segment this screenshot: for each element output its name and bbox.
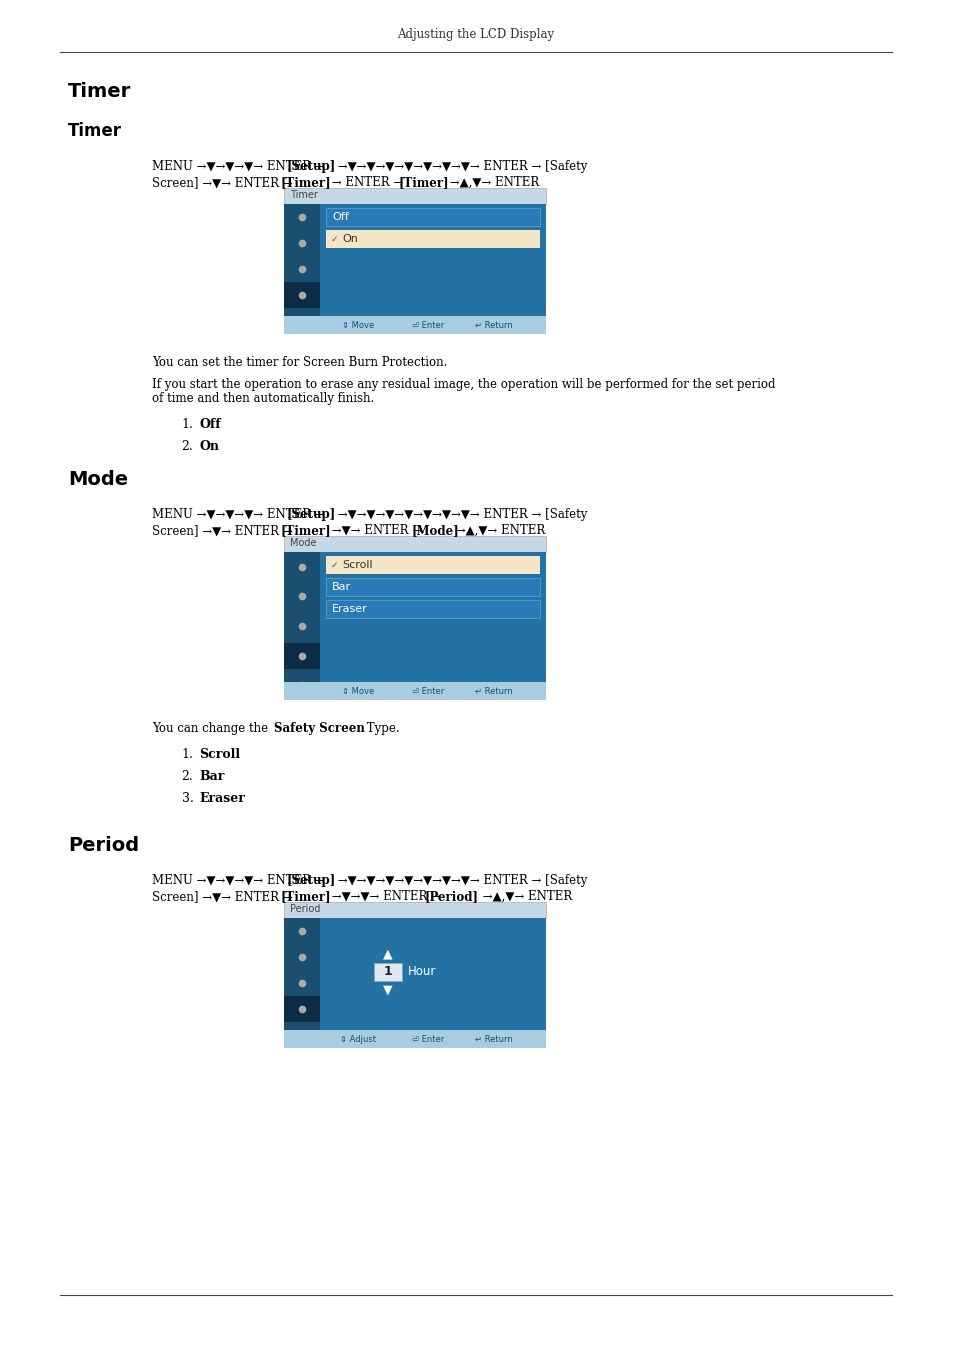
Text: Adjusting the LCD Display: Adjusting the LCD Display: [397, 28, 554, 40]
Text: [Timer]: [Timer]: [398, 176, 449, 189]
Text: Mode: Mode: [68, 470, 128, 489]
Text: →▼→ ENTER →: →▼→ ENTER →: [328, 524, 425, 537]
FancyBboxPatch shape: [326, 230, 539, 248]
Text: Timer: Timer: [68, 122, 122, 140]
Text: If you start the operation to erase any residual image, the operation will be pe: If you start the operation to erase any …: [152, 378, 775, 392]
Text: Scroll: Scroll: [199, 748, 240, 761]
Text: Hour: Hour: [408, 965, 436, 979]
FancyBboxPatch shape: [284, 188, 545, 204]
Text: You can set the timer for Screen Burn Protection.: You can set the timer for Screen Burn Pr…: [152, 356, 447, 369]
Text: Bar: Bar: [332, 582, 351, 593]
Text: [Timer]: [Timer]: [280, 176, 331, 189]
Text: [Setup]: [Setup]: [286, 161, 335, 173]
Text: Bar: Bar: [199, 769, 225, 783]
Text: Safety Screen: Safety Screen: [274, 722, 364, 734]
Text: →▲,▼→ ENTER: →▲,▼→ ENTER: [446, 176, 539, 189]
Text: →▼→▼→▼→▼→▼→▼→▼→ ENTER → [Safety: →▼→▼→▼→▼→▼→▼→▼→ ENTER → [Safety: [334, 508, 587, 521]
Text: ⇕ Adjust: ⇕ Adjust: [339, 1034, 375, 1044]
Text: 2.: 2.: [181, 440, 193, 454]
Text: ⏎ Enter: ⏎ Enter: [412, 320, 444, 329]
FancyBboxPatch shape: [284, 682, 545, 701]
Text: You can change the: You can change the: [152, 722, 272, 734]
Text: [Timer]: [Timer]: [280, 524, 331, 537]
Text: On: On: [199, 440, 219, 454]
FancyBboxPatch shape: [320, 204, 545, 333]
Text: ↵ Return: ↵ Return: [475, 1034, 512, 1044]
Text: Mode: Mode: [290, 539, 316, 548]
Text: Screen] →▼→ ENTER →: Screen] →▼→ ENTER →: [152, 176, 295, 189]
FancyBboxPatch shape: [320, 918, 545, 1048]
Text: MENU →▼→▼→▼→ ENTER →: MENU →▼→▼→▼→ ENTER →: [152, 161, 328, 173]
Text: Type.: Type.: [362, 722, 398, 734]
Text: ⏎ Enter: ⏎ Enter: [412, 687, 444, 695]
Text: 2.: 2.: [181, 769, 193, 783]
FancyBboxPatch shape: [284, 996, 320, 1022]
Text: Scroll: Scroll: [342, 560, 373, 570]
Text: Timer: Timer: [68, 82, 131, 101]
Text: →▲,▼→ ENTER: →▲,▼→ ENTER: [478, 890, 572, 903]
Text: [Period]: [Period]: [424, 890, 477, 903]
Text: [Setup]: [Setup]: [286, 873, 335, 887]
Text: MENU →▼→▼→▼→ ENTER →: MENU →▼→▼→▼→ ENTER →: [152, 508, 328, 521]
Text: [Setup]: [Setup]: [286, 508, 335, 521]
Text: →▲,▼→ ENTER: →▲,▼→ ENTER: [452, 524, 545, 537]
FancyBboxPatch shape: [284, 1030, 545, 1048]
Text: ⏎ Enter: ⏎ Enter: [412, 1034, 444, 1044]
FancyBboxPatch shape: [326, 578, 539, 595]
Text: Eraser: Eraser: [332, 603, 368, 614]
FancyBboxPatch shape: [284, 918, 320, 1048]
FancyBboxPatch shape: [284, 902, 545, 918]
Text: [Mode]: [Mode]: [411, 524, 458, 537]
Text: ✓: ✓: [330, 235, 337, 243]
Text: Off: Off: [199, 418, 221, 431]
FancyBboxPatch shape: [284, 536, 545, 552]
Text: 3.: 3.: [181, 792, 193, 805]
Text: Period: Period: [290, 904, 320, 914]
Text: [Timer]: [Timer]: [280, 890, 331, 903]
FancyBboxPatch shape: [284, 316, 545, 333]
Text: of time and then automatically finish.: of time and then automatically finish.: [152, 392, 374, 405]
FancyBboxPatch shape: [284, 282, 320, 308]
FancyBboxPatch shape: [326, 208, 539, 225]
FancyBboxPatch shape: [326, 599, 539, 618]
Text: ↵ Return: ↵ Return: [475, 320, 512, 329]
FancyBboxPatch shape: [326, 556, 539, 574]
FancyBboxPatch shape: [374, 963, 401, 980]
FancyBboxPatch shape: [284, 552, 320, 701]
Text: ▲: ▲: [383, 948, 393, 960]
FancyBboxPatch shape: [284, 204, 320, 333]
Text: ↵ Return: ↵ Return: [475, 687, 512, 695]
Text: ✓: ✓: [330, 560, 337, 570]
Text: →▼→▼→ ENTER →: →▼→▼→ ENTER →: [328, 890, 444, 903]
Text: 1: 1: [383, 965, 392, 979]
Text: Eraser: Eraser: [199, 792, 245, 805]
Text: Screen] →▼→ ENTER →: Screen] →▼→ ENTER →: [152, 524, 295, 537]
Text: → ENTER →: → ENTER →: [328, 176, 407, 189]
Text: ⇕ Move: ⇕ Move: [341, 320, 374, 329]
Text: ⇕ Move: ⇕ Move: [341, 687, 374, 695]
FancyBboxPatch shape: [284, 643, 320, 668]
Text: →▼→▼→▼→▼→▼→▼→▼→ ENTER → [Safety: →▼→▼→▼→▼→▼→▼→▼→ ENTER → [Safety: [334, 161, 587, 173]
Text: MENU →▼→▼→▼→ ENTER →: MENU →▼→▼→▼→ ENTER →: [152, 873, 328, 887]
FancyBboxPatch shape: [320, 552, 545, 701]
Text: ▼: ▼: [383, 983, 393, 996]
Text: 1.: 1.: [181, 418, 193, 431]
Text: Screen] →▼→ ENTER →: Screen] →▼→ ENTER →: [152, 890, 295, 903]
Text: Period: Period: [68, 836, 139, 855]
Text: Timer: Timer: [290, 190, 318, 200]
Text: →▼→▼→▼→▼→▼→▼→▼→ ENTER → [Safety: →▼→▼→▼→▼→▼→▼→▼→ ENTER → [Safety: [334, 873, 587, 887]
Text: Off: Off: [332, 212, 349, 221]
Text: 1.: 1.: [181, 748, 193, 761]
Text: On: On: [342, 234, 357, 244]
